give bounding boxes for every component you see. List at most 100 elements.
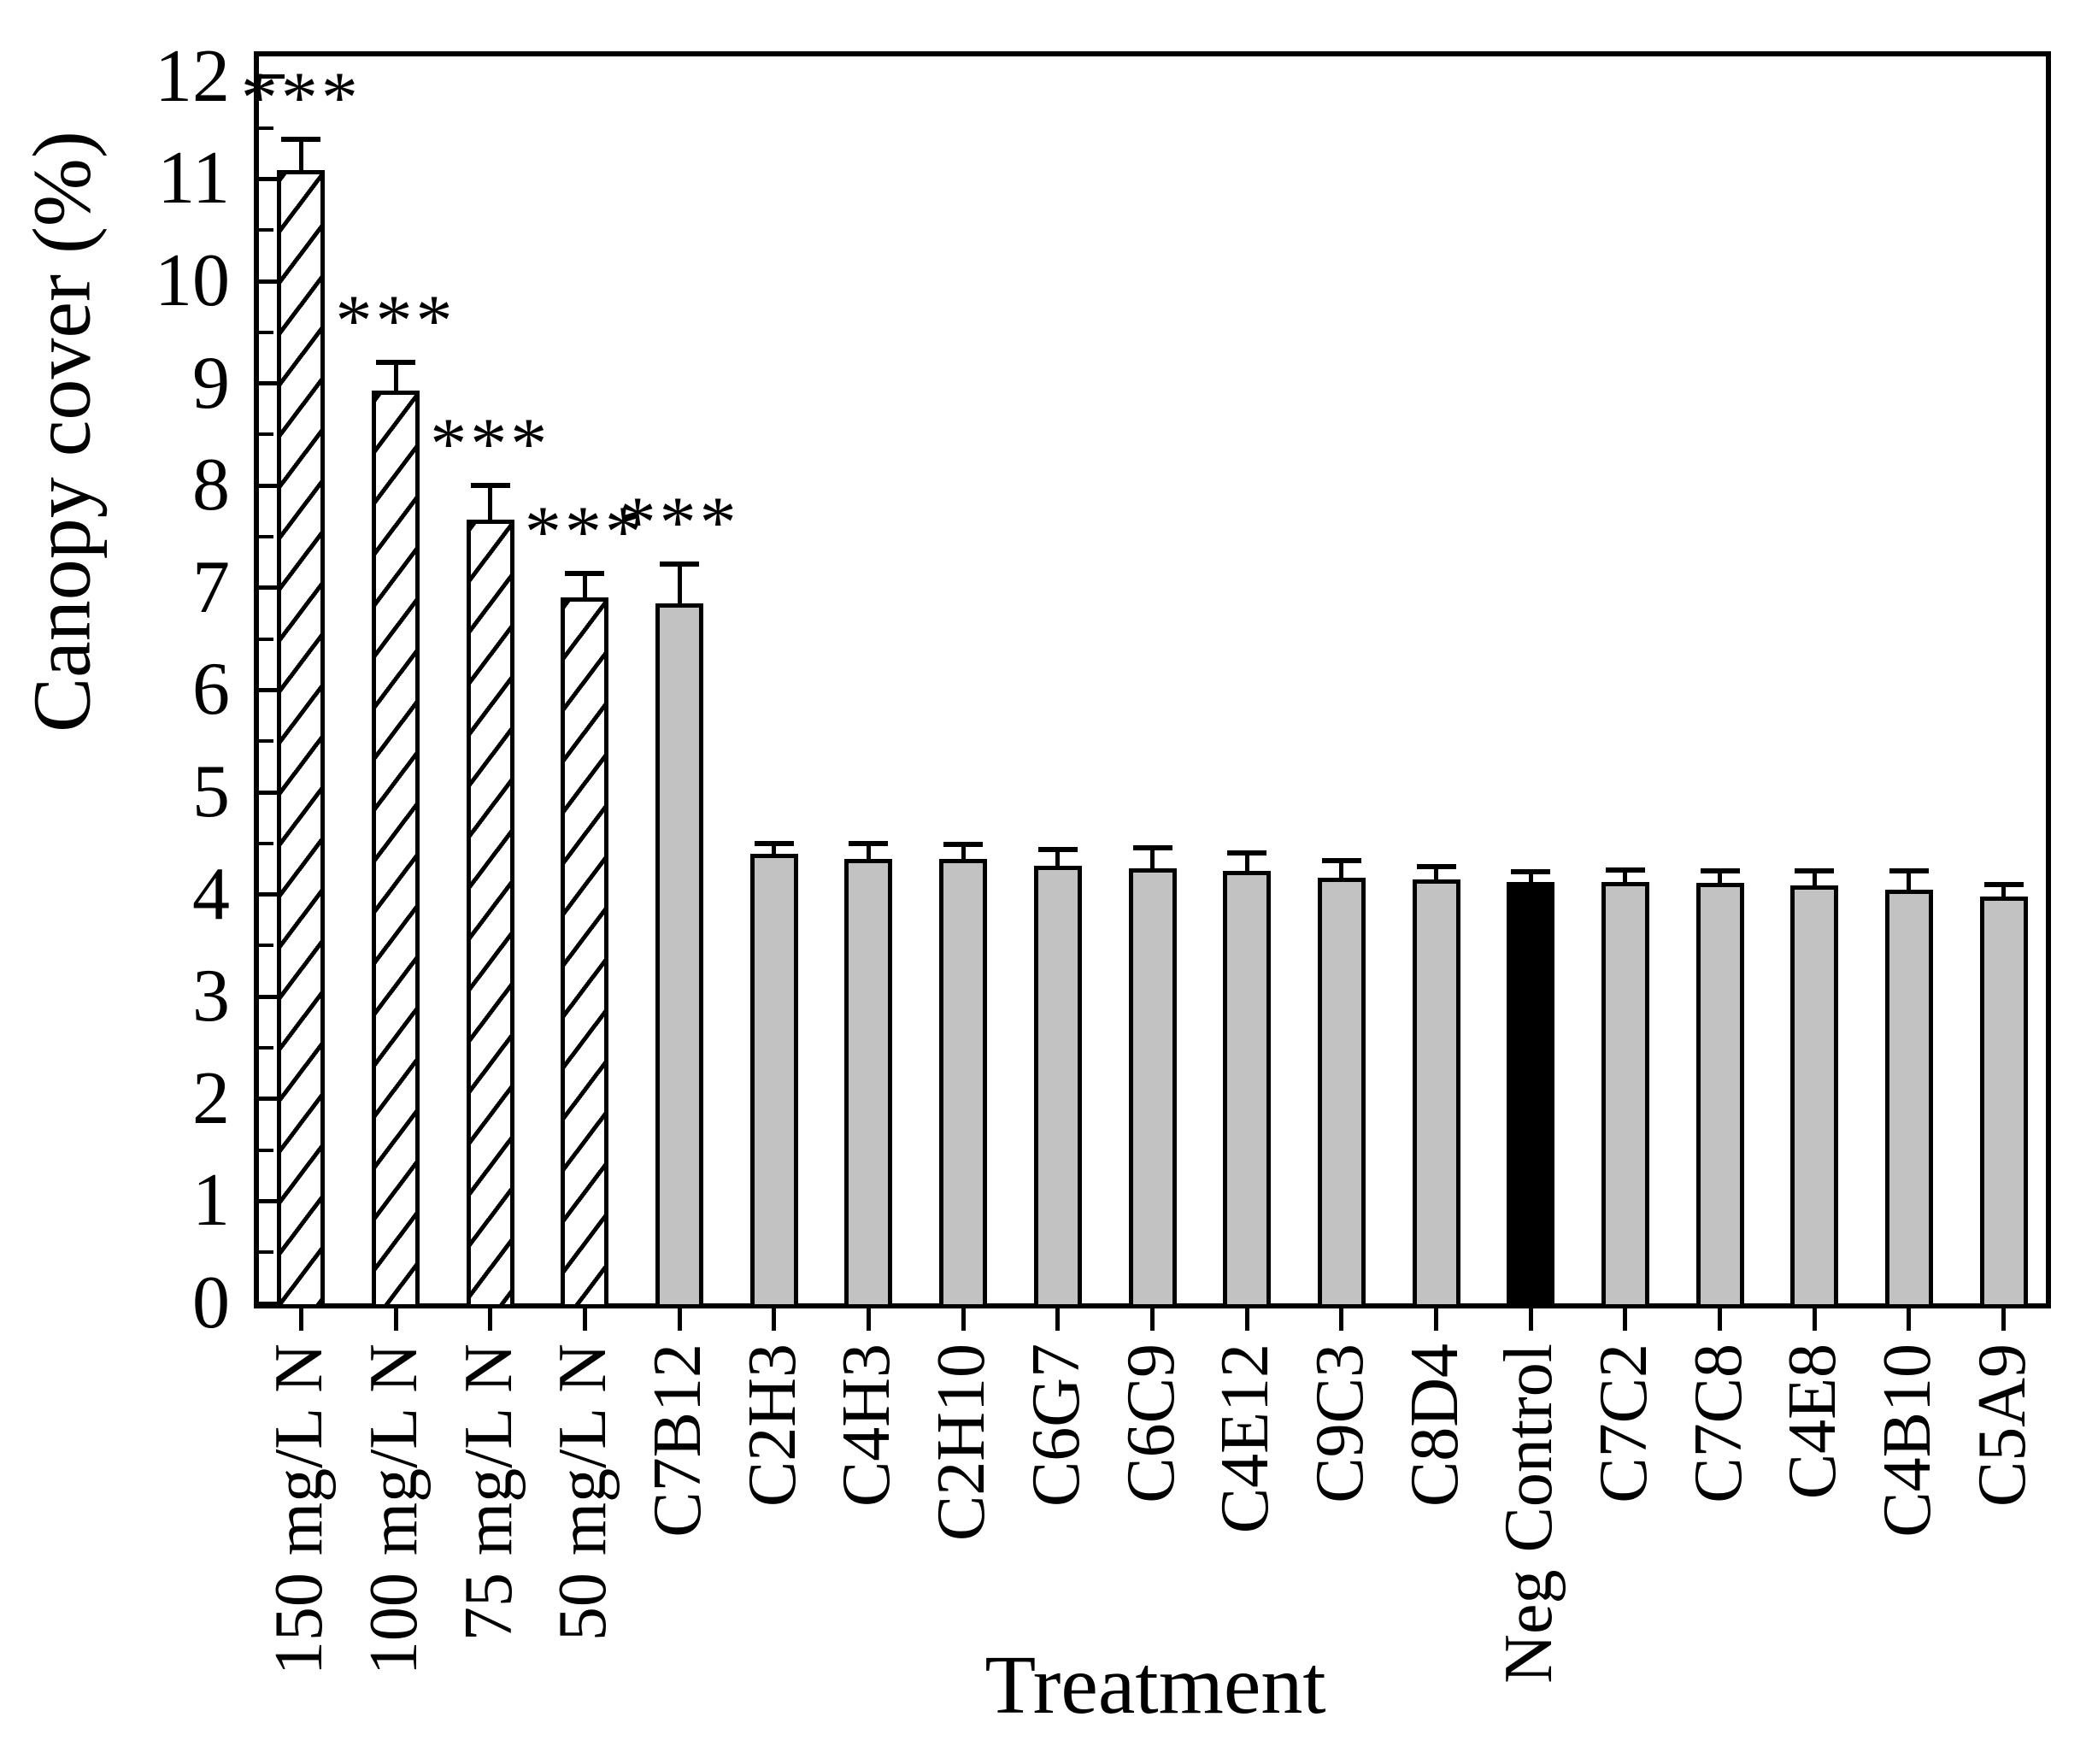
x-axis-tick-label: 75 mg/L N bbox=[450, 1344, 526, 1642]
bar-c2h3 bbox=[749, 853, 798, 1308]
error-bar-cap bbox=[1700, 868, 1740, 874]
error-bar-cap bbox=[943, 842, 984, 848]
x-axis-tick bbox=[2001, 1308, 2007, 1331]
error-bar-line bbox=[1150, 847, 1155, 868]
error-bar-line bbox=[1907, 871, 1912, 890]
x-axis-tick bbox=[677, 1308, 682, 1331]
bar-c7b12 bbox=[655, 603, 704, 1308]
y-axis-tick-label: 11 bbox=[157, 137, 230, 220]
bar-c7c8 bbox=[1695, 883, 1744, 1308]
y-axis-tick-label: 0 bbox=[192, 1261, 230, 1344]
bar-c2h10 bbox=[939, 858, 988, 1308]
bar-100-mg-l-n bbox=[372, 391, 420, 1308]
error-bar-line bbox=[1434, 867, 1439, 879]
bar-75-mg-l-n bbox=[466, 519, 514, 1308]
error-bar-line bbox=[488, 485, 493, 520]
y-axis-tick-label: 5 bbox=[192, 750, 230, 834]
error-bar-cap bbox=[1227, 850, 1267, 856]
bar-c6g7 bbox=[1033, 866, 1082, 1308]
y-axis-major-tick bbox=[259, 994, 285, 999]
x-axis-tick-label: C9C3 bbox=[1302, 1344, 1378, 1503]
bar-c4e8 bbox=[1790, 885, 1839, 1308]
bar-c7c2 bbox=[1601, 882, 1649, 1308]
y-axis-tick-label: 2 bbox=[192, 1056, 230, 1140]
x-axis-tick bbox=[1055, 1308, 1061, 1331]
y-axis-minor-tick bbox=[259, 228, 273, 232]
x-axis-tick bbox=[1623, 1308, 1628, 1331]
x-axis-tick-label: C8D4 bbox=[1396, 1344, 1472, 1508]
bar-150-mg-l-n bbox=[277, 169, 326, 1308]
bar-50-mg-l-n bbox=[561, 597, 609, 1308]
y-axis-minor-tick bbox=[259, 637, 273, 641]
x-axis-tick-label: C6C9 bbox=[1113, 1344, 1189, 1503]
error-bar-cap bbox=[1511, 869, 1551, 875]
x-axis-tick-label: C5A9 bbox=[1964, 1344, 2040, 1508]
x-axis-tick-label: Neg Control bbox=[1491, 1344, 1567, 1684]
error-bar-cap bbox=[376, 359, 416, 365]
x-axis-tick bbox=[393, 1308, 398, 1331]
error-bar-line bbox=[677, 564, 682, 603]
bar-c9c3 bbox=[1317, 878, 1366, 1308]
error-bar-line bbox=[393, 362, 398, 391]
y-axis-minor-tick bbox=[259, 1148, 273, 1152]
error-bar-cap bbox=[1605, 867, 1645, 873]
significance-stars: *** bbox=[335, 279, 456, 362]
y-axis-minor-tick bbox=[259, 841, 273, 845]
y-axis-major-tick bbox=[259, 585, 285, 591]
error-bar-cap bbox=[1321, 858, 1361, 864]
error-bar-cap bbox=[281, 136, 321, 142]
y-axis-minor-tick bbox=[259, 944, 273, 948]
error-bar-line bbox=[1812, 871, 1817, 885]
x-axis-tick bbox=[1339, 1308, 1344, 1331]
error-bar-line bbox=[2001, 884, 2007, 897]
y-axis-major-tick bbox=[259, 687, 285, 692]
y-axis-major-tick bbox=[259, 279, 285, 284]
y-axis-major-tick bbox=[259, 176, 285, 181]
y-axis-minor-tick bbox=[259, 535, 273, 539]
x-axis-tick-label: C2H3 bbox=[734, 1344, 810, 1508]
y-axis-tick-label: 12 bbox=[155, 34, 230, 118]
y-axis-minor-tick bbox=[259, 432, 273, 437]
error-bar-cap bbox=[1132, 844, 1172, 850]
y-axis-tick-label: 9 bbox=[192, 341, 230, 425]
error-bar-cap bbox=[660, 562, 700, 567]
y-axis-minor-tick bbox=[259, 330, 273, 334]
x-axis-tick bbox=[1528, 1308, 1533, 1331]
significance-stars: *** bbox=[430, 403, 551, 485]
y-axis-major-tick bbox=[259, 1301, 285, 1306]
y-axis-minor-tick bbox=[259, 1250, 273, 1255]
y-axis-title: Canopy cover (%) bbox=[15, 131, 108, 732]
x-axis-tick bbox=[866, 1308, 871, 1331]
bar-c5a9 bbox=[1979, 897, 2028, 1308]
x-axis-tick-label: C4H3 bbox=[829, 1344, 905, 1508]
x-axis-tick-label: C4E8 bbox=[1775, 1344, 1851, 1500]
y-axis-major-tick bbox=[259, 74, 285, 79]
x-axis-tick bbox=[961, 1308, 966, 1331]
x-axis-tick bbox=[298, 1308, 303, 1331]
error-bar-cap bbox=[1795, 868, 1835, 874]
y-axis-tick-label: 1 bbox=[192, 1159, 230, 1243]
significance-stars: *** bbox=[524, 491, 645, 573]
x-axis-title: Treatment bbox=[984, 1639, 1326, 1732]
error-bar-line bbox=[582, 573, 587, 597]
x-axis-tick-label: C7B12 bbox=[640, 1344, 716, 1538]
x-axis-tick bbox=[488, 1308, 493, 1331]
x-axis-tick bbox=[772, 1308, 777, 1331]
y-axis-tick-label: 8 bbox=[192, 444, 230, 527]
error-bar-line bbox=[866, 843, 871, 859]
error-bar-line bbox=[298, 138, 303, 170]
y-axis-minor-tick bbox=[259, 739, 273, 744]
x-axis-tick bbox=[1812, 1308, 1817, 1331]
error-bar-line bbox=[961, 844, 966, 859]
x-axis-tick bbox=[1434, 1308, 1439, 1331]
y-axis-major-tick bbox=[259, 1097, 285, 1102]
error-bar-line bbox=[1718, 871, 1723, 884]
error-bar-line bbox=[1055, 850, 1061, 867]
y-axis-major-tick bbox=[259, 790, 285, 795]
error-bar-line bbox=[1244, 852, 1249, 872]
y-axis-minor-tick bbox=[259, 1046, 273, 1050]
x-axis-tick-label: C4B10 bbox=[1869, 1344, 1945, 1538]
x-axis-tick-label: 50 mg/L N bbox=[545, 1344, 621, 1642]
significance-stars: *** bbox=[240, 56, 361, 138]
